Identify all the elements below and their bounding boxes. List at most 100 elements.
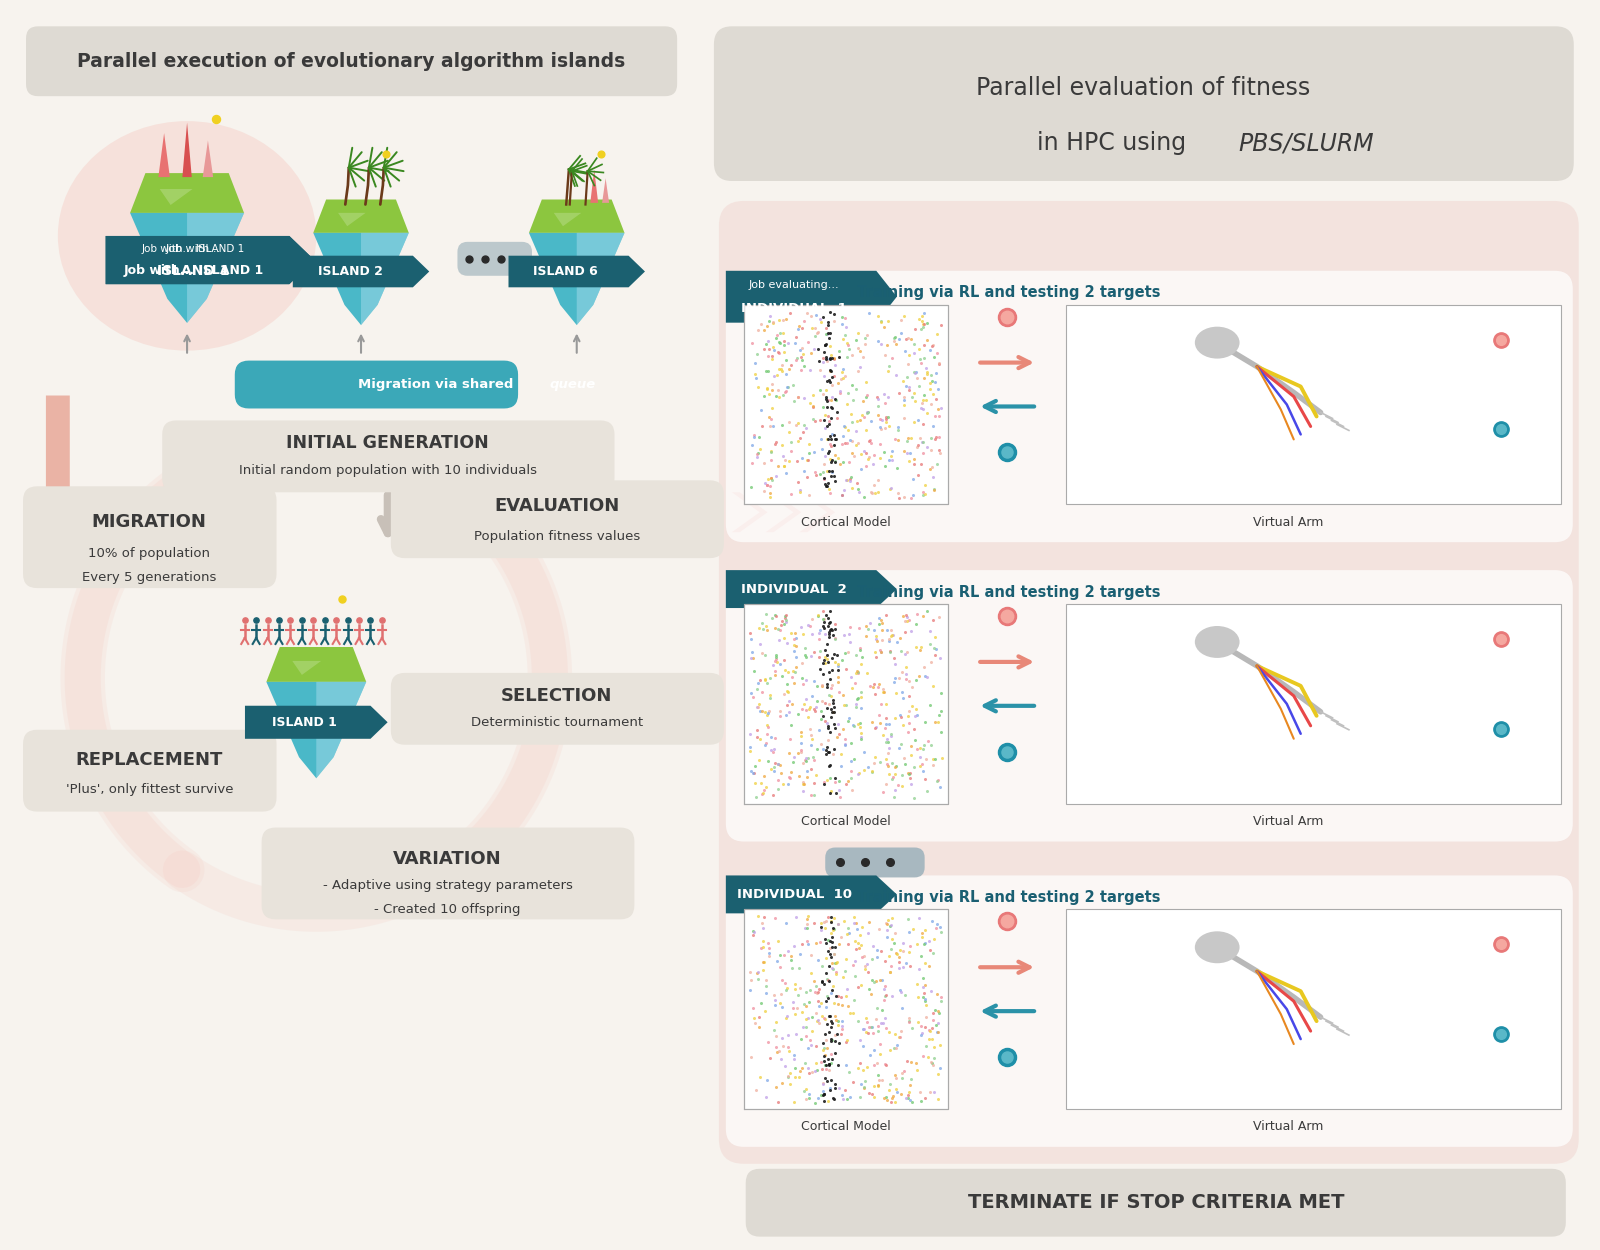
Polygon shape — [266, 681, 366, 779]
Polygon shape — [130, 213, 245, 322]
Text: INDIVIDUAL  2: INDIVIDUAL 2 — [741, 582, 846, 595]
Polygon shape — [130, 173, 245, 213]
Text: Migration via shared: Migration via shared — [358, 378, 518, 390]
Text: Cortical Model: Cortical Model — [800, 815, 891, 828]
Text: Deterministic tournament: Deterministic tournament — [470, 716, 643, 729]
Text: queue: queue — [550, 378, 597, 390]
Text: Training via RL and testing 2 targets: Training via RL and testing 2 targets — [858, 585, 1162, 600]
Polygon shape — [362, 232, 408, 325]
FancyBboxPatch shape — [390, 480, 723, 559]
FancyBboxPatch shape — [726, 875, 1573, 1146]
Text: ISLAND 1: ISLAND 1 — [157, 264, 229, 278]
Polygon shape — [554, 213, 581, 226]
Polygon shape — [766, 492, 802, 532]
FancyBboxPatch shape — [390, 672, 723, 745]
Polygon shape — [106, 236, 315, 284]
Text: Job evaluating...: Job evaluating... — [749, 280, 840, 290]
Text: MIGRATION: MIGRATION — [91, 514, 206, 531]
FancyBboxPatch shape — [22, 486, 277, 588]
Text: ISLAND 6: ISLAND 6 — [533, 265, 598, 278]
Text: Virtual Arm: Virtual Arm — [1253, 815, 1323, 828]
Text: TERMINATE IF STOP CRITERIA MET: TERMINATE IF STOP CRITERIA MET — [968, 1194, 1344, 1212]
Polygon shape — [800, 492, 835, 532]
Polygon shape — [106, 236, 315, 284]
Text: INDIVIDUAL  1: INDIVIDUAL 1 — [741, 301, 846, 315]
Polygon shape — [726, 271, 898, 322]
FancyBboxPatch shape — [726, 570, 1573, 841]
Bar — [744, 909, 947, 1109]
Text: Job with...: Job with... — [166, 245, 221, 255]
Text: 10% of population: 10% of population — [88, 546, 210, 560]
Polygon shape — [314, 232, 408, 325]
Polygon shape — [26, 395, 90, 572]
Text: EVALUATION: EVALUATION — [494, 498, 619, 515]
Text: Virtual Arm: Virtual Arm — [1253, 516, 1323, 529]
Bar — [1066, 604, 1562, 804]
Text: in HPC using: in HPC using — [1037, 131, 1194, 155]
Bar — [744, 305, 947, 504]
Text: - Created 10 offspring: - Created 10 offspring — [374, 902, 520, 916]
FancyBboxPatch shape — [826, 848, 925, 878]
Text: Initial random population with 10 individuals: Initial random population with 10 indivi… — [238, 464, 538, 476]
Polygon shape — [338, 213, 366, 226]
Polygon shape — [182, 122, 192, 177]
Polygon shape — [314, 200, 408, 232]
Polygon shape — [245, 706, 387, 739]
Text: - Adaptive using strategy parameters: - Adaptive using strategy parameters — [323, 879, 573, 892]
Polygon shape — [317, 681, 366, 779]
FancyBboxPatch shape — [162, 420, 614, 492]
Bar — [1066, 909, 1562, 1109]
FancyBboxPatch shape — [458, 241, 533, 276]
Text: Every 5 generations: Every 5 generations — [82, 570, 216, 584]
Text: INDIVIDUAL  10: INDIVIDUAL 10 — [736, 888, 851, 901]
Polygon shape — [509, 256, 645, 288]
FancyBboxPatch shape — [235, 360, 518, 409]
Polygon shape — [590, 170, 598, 202]
FancyBboxPatch shape — [22, 730, 277, 811]
Polygon shape — [731, 492, 768, 532]
Text: 'Plus', only fittest survive: 'Plus', only fittest survive — [66, 784, 234, 796]
Text: Cortical Model: Cortical Model — [800, 1120, 891, 1134]
Ellipse shape — [1195, 931, 1240, 964]
FancyBboxPatch shape — [714, 26, 1574, 181]
Polygon shape — [726, 570, 898, 608]
Polygon shape — [158, 132, 170, 178]
FancyBboxPatch shape — [262, 828, 634, 919]
FancyBboxPatch shape — [746, 1169, 1566, 1236]
Text: Job with... ISLAND 1: Job with... ISLAND 1 — [123, 264, 264, 278]
Polygon shape — [530, 200, 624, 232]
Polygon shape — [187, 213, 245, 322]
Text: Training via RL and testing 2 targets: Training via RL and testing 2 targets — [858, 285, 1162, 300]
Text: VARIATION: VARIATION — [394, 850, 502, 869]
FancyBboxPatch shape — [718, 201, 1579, 1164]
Ellipse shape — [1195, 326, 1240, 359]
Text: SELECTION: SELECTION — [501, 686, 613, 705]
Text: Cortical Model: Cortical Model — [800, 516, 891, 529]
Text: Population fitness values: Population fitness values — [474, 530, 640, 542]
Polygon shape — [266, 648, 366, 681]
Text: ISLAND 2: ISLAND 2 — [318, 265, 382, 278]
Polygon shape — [726, 875, 898, 914]
Text: Parallel evaluation of fitness: Parallel evaluation of fitness — [976, 76, 1310, 100]
Polygon shape — [576, 232, 624, 325]
Polygon shape — [160, 189, 192, 205]
FancyBboxPatch shape — [726, 271, 1573, 542]
Text: REPLACEMENT: REPLACEMENT — [75, 751, 222, 769]
Text: PBS/SLURM: PBS/SLURM — [1238, 131, 1374, 155]
Bar — [744, 604, 947, 804]
Text: INITIAL GENERATION: INITIAL GENERATION — [286, 435, 490, 452]
Text: ISLAND 1: ISLAND 1 — [272, 716, 338, 729]
Text: Virtual Arm: Virtual Arm — [1253, 1120, 1323, 1134]
Polygon shape — [602, 179, 610, 202]
Text: Training via RL and testing 2 targets: Training via RL and testing 2 targets — [858, 890, 1162, 905]
Polygon shape — [203, 140, 213, 177]
Ellipse shape — [58, 121, 317, 350]
Polygon shape — [293, 661, 322, 675]
Text: Parallel execution of evolutionary algorithm islands: Parallel execution of evolutionary algor… — [77, 51, 626, 71]
Ellipse shape — [1195, 626, 1240, 658]
Bar — [1066, 305, 1562, 504]
Polygon shape — [293, 256, 429, 288]
FancyBboxPatch shape — [26, 26, 677, 96]
Text: Job with... ISLAND 1: Job with... ISLAND 1 — [142, 245, 245, 255]
Polygon shape — [530, 232, 624, 325]
